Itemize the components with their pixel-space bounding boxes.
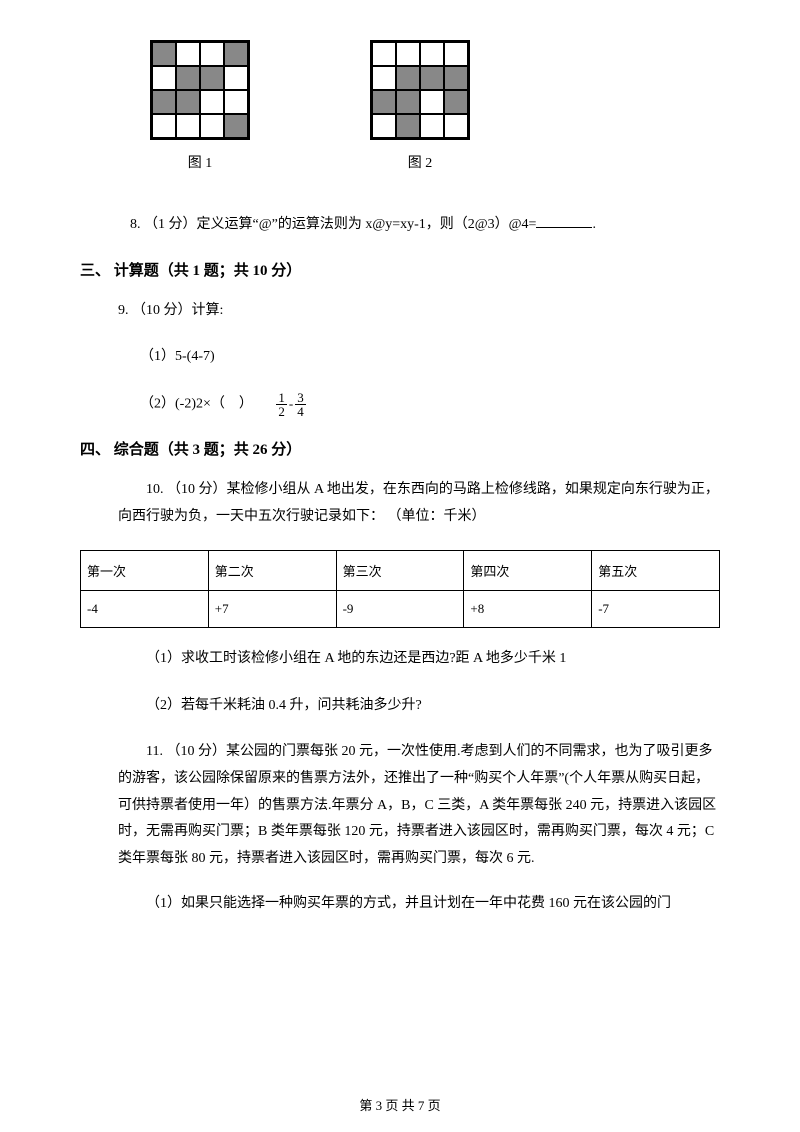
grid-cell xyxy=(372,90,396,114)
frac1-num: 1 xyxy=(276,391,287,405)
grid-cell xyxy=(420,90,444,114)
figure-row: 图 1 图 2 xyxy=(150,40,720,172)
fraction-group: 1 2 - 3 4 xyxy=(276,391,305,418)
frac2-num: 3 xyxy=(295,391,306,405)
table-row: 第一次 第二次 第三次 第四次 第五次 xyxy=(81,551,720,591)
frac1-den: 2 xyxy=(276,405,287,418)
frac2-den: 4 xyxy=(295,405,306,418)
table-cell: +7 xyxy=(208,591,336,628)
grid-cell xyxy=(396,90,420,114)
grid-cell xyxy=(224,90,248,114)
grid-cell xyxy=(372,66,396,90)
q9-intro: 9. （10 分）计算: xyxy=(118,298,720,325)
grid-cell xyxy=(420,114,444,138)
figure-2: 图 2 xyxy=(370,40,470,172)
figure-1-label: 图 1 xyxy=(188,152,213,172)
grid-cell xyxy=(152,66,176,90)
table-cell: 第五次 xyxy=(592,551,720,591)
q9-part1: （1）5-(4-7) xyxy=(140,344,720,371)
table-cell: -7 xyxy=(592,591,720,628)
q8-text: 8. （1 分）定义运算“@”的运算法则为 x@y=xy-1，则（2@3）@4= xyxy=(130,217,536,232)
q9-part2-prefix: （2）(-2)2×（ ） xyxy=(140,397,253,412)
grid-cell xyxy=(396,66,420,90)
grid-cell xyxy=(176,42,200,66)
table-row: -4 +7 -9 +8 -7 xyxy=(81,591,720,628)
grid-cell xyxy=(420,42,444,66)
table-cell: +8 xyxy=(464,591,592,628)
grid-cell xyxy=(224,42,248,66)
q11-intro: 11. （10 分）某公园的门票每张 20 元，一次性使用.考虑到人们的不同需求… xyxy=(118,739,720,872)
grid-cell xyxy=(176,66,200,90)
fraction-1: 1 2 xyxy=(276,391,287,418)
grid-cell xyxy=(396,114,420,138)
grid-cell xyxy=(372,42,396,66)
table-cell: 第一次 xyxy=(81,551,209,591)
q8-blank xyxy=(536,214,592,228)
figure-2-label: 图 2 xyxy=(408,152,433,172)
section-3-title: 三、 计算题（共 1 题；共 10 分） xyxy=(80,259,720,280)
figure-1: 图 1 xyxy=(150,40,250,172)
grid-cell xyxy=(176,114,200,138)
table-cell: 第四次 xyxy=(464,551,592,591)
page-footer: 第 3 页 共 7 页 xyxy=(0,1095,800,1114)
q11-part1: （1）如果只能选择一种购买年票的方式，并且计划在一年中花费 160 元在该公园的… xyxy=(118,892,720,912)
q10-part1: （1）求收工时该检修小组在 A 地的东边还是西边?距 A 地多少千米 1 xyxy=(118,646,720,673)
grid-cell xyxy=(200,66,224,90)
grid-cell xyxy=(420,66,444,90)
grid-cell xyxy=(152,42,176,66)
grid-cell xyxy=(372,114,396,138)
grid-cell xyxy=(444,114,468,138)
grid-cell xyxy=(224,114,248,138)
table-cell: 第三次 xyxy=(336,551,464,591)
grid-cell xyxy=(200,114,224,138)
grid-cell xyxy=(444,66,468,90)
table-cell: -4 xyxy=(81,591,209,628)
grid-cell xyxy=(152,90,176,114)
grid-cell xyxy=(152,114,176,138)
question-8: 8. （1 分）定义运算“@”的运算法则为 x@y=xy-1，则（2@3）@4=… xyxy=(130,212,720,239)
section-4-title: 四、 综合题（共 3 题；共 26 分） xyxy=(80,438,720,459)
grid-1 xyxy=(150,40,250,140)
q10-table: 第一次 第二次 第三次 第四次 第五次 -4 +7 -9 +8 -7 xyxy=(80,550,720,628)
grid-cell xyxy=(444,90,468,114)
table-cell: -9 xyxy=(336,591,464,628)
grid-2 xyxy=(370,40,470,140)
table-cell: 第二次 xyxy=(208,551,336,591)
grid-cell xyxy=(396,42,420,66)
grid-cell xyxy=(444,42,468,66)
fraction-2: 3 4 xyxy=(295,391,306,418)
grid-cell xyxy=(224,66,248,90)
grid-cell xyxy=(176,90,200,114)
grid-cell xyxy=(200,90,224,114)
grid-cell xyxy=(200,42,224,66)
q9-part2: （2）(-2)2×（ ） 1 2 - 3 4 xyxy=(140,391,720,418)
q10-intro: 10. （10 分）某检修小组从 A 地出发，在东西向的马路上检修线路，如果规定… xyxy=(118,477,720,530)
q8-after: . xyxy=(592,217,596,232)
fraction-op: - xyxy=(289,392,293,417)
q10-part2: （2）若每千米耗油 0.4 升，问共耗油多少升? xyxy=(118,693,720,720)
